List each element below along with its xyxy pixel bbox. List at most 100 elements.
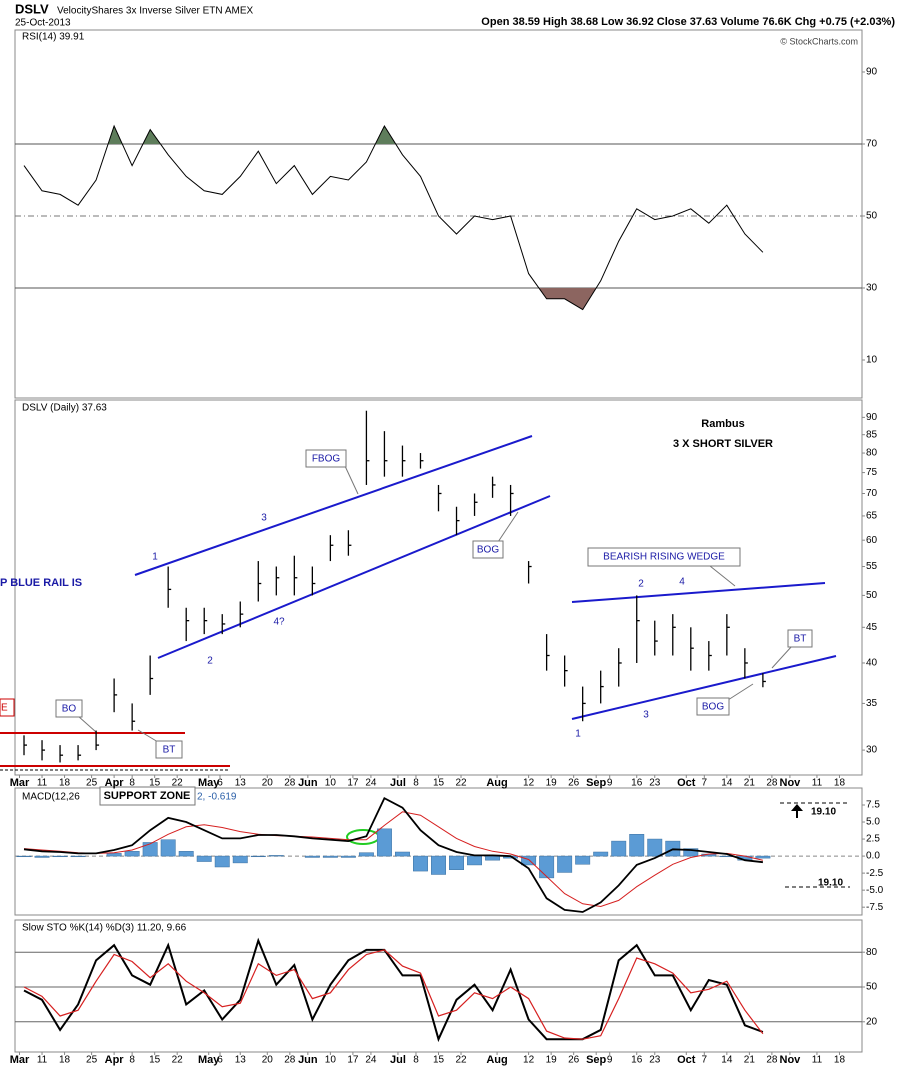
- signal-line: [23, 811, 764, 908]
- x-tick-label: 15: [149, 778, 161, 789]
- histogram-bar: [34, 855, 50, 858]
- x-tick-label: 17: [347, 1055, 359, 1066]
- annotation: P BLUE RAIL IS: [0, 577, 82, 589]
- x-tick-label: May: [198, 777, 220, 789]
- y-tick-label: 70: [866, 488, 878, 499]
- histogram-bar: [268, 855, 284, 857]
- histogram-bar: [755, 855, 771, 859]
- date: 25-Oct-2013: [15, 18, 71, 29]
- callout-pointer: [497, 511, 519, 543]
- x-tick-label: 24: [365, 778, 377, 789]
- histogram-bar: [178, 851, 194, 857]
- x-tick-label: 6: [217, 1055, 223, 1066]
- x-tick-label: 22: [172, 778, 184, 789]
- x-tick-label: Jul: [390, 1054, 406, 1066]
- y-tick-label: 90: [866, 67, 878, 78]
- rsi-title: RSI(14) 39.91: [22, 32, 85, 43]
- y-tick-label: 70: [866, 139, 878, 150]
- x-tick-label: 11: [812, 778, 823, 789]
- x-tick-label: 8: [129, 1055, 135, 1066]
- histogram-bar: [16, 855, 32, 858]
- sto-title: Slow STO %K(14) %D(3) 11.20, 9.66: [22, 923, 187, 934]
- x-tick-label: Mar: [10, 1054, 30, 1066]
- x-tick-label: Aug: [486, 777, 507, 789]
- histogram-bar: [376, 828, 392, 857]
- x-tick-label: 14: [721, 778, 733, 789]
- x-tick-label: 15: [433, 1055, 445, 1066]
- x-tick-label: 21: [744, 1055, 756, 1066]
- x-tick-label: Aug: [486, 1054, 507, 1066]
- x-tick-label: 16: [631, 1055, 643, 1066]
- callout-box: [472, 540, 504, 559]
- annotation: BT: [794, 634, 807, 645]
- annotation: Rambus: [701, 418, 744, 430]
- histogram-bar: [575, 855, 591, 865]
- x-tick-label: 18: [834, 778, 846, 789]
- macd-line: [23, 796, 763, 913]
- wave-label: 2: [638, 579, 644, 590]
- security-name: VelocityShares 3x Inverse Silver ETN AME…: [57, 6, 254, 17]
- x-tick-label: 11: [812, 1055, 823, 1066]
- x-tick-label: 11: [37, 1055, 48, 1066]
- wave-label: 2: [207, 656, 213, 667]
- wave-label: 1: [152, 552, 158, 563]
- x-tick-label: Mar: [10, 777, 30, 789]
- symbol: DSLV: [15, 1, 49, 16]
- histogram-bar: [358, 852, 374, 857]
- y-tick-label: 0.0: [866, 851, 880, 862]
- x-tick-label: 25: [86, 778, 98, 789]
- histogram-bar: [467, 855, 483, 866]
- x-tick-label: 28: [766, 1055, 778, 1066]
- annotation: 19.10: [818, 878, 843, 889]
- x-tick-label: 18: [59, 778, 71, 789]
- x-tick-label: 22: [455, 1055, 467, 1066]
- y-tick-label: 10: [866, 355, 878, 366]
- callout-box: [305, 449, 347, 468]
- x-tick-label: 12: [523, 778, 535, 789]
- y-tick-label: 80: [866, 448, 878, 459]
- histogram-bar: [485, 855, 501, 861]
- rsi-frame: [14, 29, 863, 399]
- callout-pointer: [771, 645, 793, 669]
- y-tick-label: -2.5: [866, 868, 884, 879]
- histogram-bar: [557, 855, 573, 873]
- wave-label: 1: [575, 729, 581, 740]
- wave-label: 4?: [273, 617, 285, 628]
- x-tick-label: 28: [766, 778, 778, 789]
- wave-label: 3: [261, 513, 267, 524]
- series-line: [23, 949, 764, 1040]
- lower-rail: [157, 495, 551, 659]
- histogram-bar: [683, 848, 699, 857]
- x-tick-label: 8: [413, 1055, 419, 1066]
- x-tick-label: 25: [86, 1055, 98, 1066]
- x-tick-label: 9: [607, 1055, 613, 1066]
- y-tick-label: 35: [866, 698, 878, 709]
- x-tick-label: 26: [568, 1055, 580, 1066]
- x-tick-label: Nov: [780, 777, 802, 789]
- annotation: BOG: [702, 702, 724, 713]
- histogram-bar: [232, 855, 248, 864]
- callout-box: [787, 629, 813, 648]
- histogram-bar: [322, 855, 338, 858]
- x-tick-label: 22: [455, 778, 467, 789]
- y-tick-label: 85: [866, 429, 878, 440]
- histogram-bar: [611, 840, 627, 857]
- x-tick-label: 11: [37, 778, 48, 789]
- x-tick-label: 18: [834, 1055, 846, 1066]
- x-tick-label: 24: [365, 1055, 377, 1066]
- histogram-bar: [394, 851, 410, 857]
- x-tick-label: 16: [631, 778, 643, 789]
- wedge-upper: [571, 582, 826, 603]
- macd-frame: [14, 787, 863, 916]
- x-tick-label: Oct: [677, 777, 696, 789]
- y-tick-label: 50: [866, 211, 878, 222]
- x-tick-label: Jul: [390, 777, 406, 789]
- x-tick-label: 19: [546, 1055, 558, 1066]
- x-tick-label: 14: [721, 1055, 733, 1066]
- x-tick-label: Sep: [586, 1054, 606, 1066]
- annotation: BEARISH RISING WEDGE: [603, 552, 725, 563]
- histogram-bar: [431, 855, 446, 875]
- histogram-bar: [629, 834, 645, 857]
- x-tick-label: 21: [744, 778, 756, 789]
